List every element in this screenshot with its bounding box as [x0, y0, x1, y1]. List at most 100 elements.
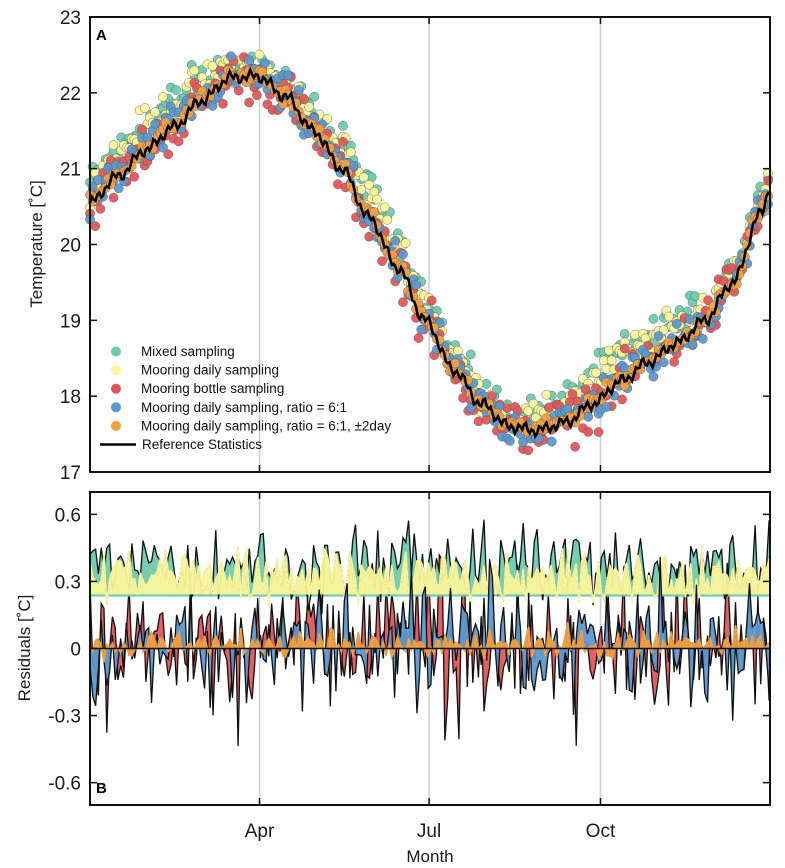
panel-a-y-ticks: 17 18 19 20 21 22 23 [60, 8, 770, 484]
scatter-point [293, 85, 304, 95]
legend-marker [111, 365, 121, 376]
scatter-point [619, 329, 630, 339]
legend-entry-5: Reference Statistics [100, 437, 262, 452]
residual-outline-3 [90, 556, 770, 721]
scatter-point [398, 297, 408, 308]
scatter-point [648, 314, 659, 324]
scatter-point [669, 357, 680, 367]
scatter-point [309, 91, 320, 102]
scatter-point [338, 121, 348, 131]
panel-b-x-axis-label: Month [406, 847, 453, 866]
scatter-point [426, 295, 437, 306]
panel-b-xtick-label: Apr [245, 821, 275, 842]
residual-line-4 [90, 622, 770, 663]
scatter-point [698, 334, 708, 344]
scatter-point [659, 357, 669, 368]
legend-entry-2: Mooring bottle sampling [111, 381, 284, 396]
legend-entry-0: Mixed sampling [111, 344, 235, 359]
scatter-point [593, 427, 604, 437]
scatter-point [359, 172, 369, 183]
scatter-point [338, 136, 348, 147]
panel-b-ytick-label: 0 [70, 640, 81, 661]
scatter-point [523, 406, 534, 416]
scatter-point [398, 249, 408, 260]
scatter-point [583, 427, 594, 437]
legend-label: Mooring bottle sampling [141, 381, 284, 396]
scatter-point [570, 441, 580, 452]
scatter-point [108, 192, 119, 203]
scatter-point [158, 92, 168, 102]
scatter-point [189, 65, 200, 76]
scatter-point [137, 124, 147, 135]
scatter-point [619, 343, 630, 354]
scatter-point [95, 204, 106, 214]
residual-area-1 [90, 545, 770, 607]
panel-a-legend: Mixed sampling Mooring daily sampling Moor… [100, 344, 391, 452]
scatter-point [173, 136, 184, 147]
scatter-point [372, 194, 382, 205]
scatter-point [606, 355, 617, 366]
scatter-point [163, 149, 173, 160]
scatter-point [129, 171, 140, 182]
scatter-point [113, 183, 124, 194]
panel-a-ytick-label: 18 [60, 387, 81, 408]
legend-marker [111, 402, 121, 413]
panel-a-y-axis-label: Temperature [˚C] [27, 180, 46, 308]
panel-b-y-axis-label: Residuals [˚C] [15, 595, 34, 702]
panel-b-ytick-label: 0.3 [55, 572, 81, 593]
scatter-point [601, 402, 612, 412]
panel-b-ytick-label: 0.6 [55, 505, 81, 526]
legend-marker [111, 383, 121, 394]
scatter-point [452, 345, 463, 356]
scatter-point [345, 147, 356, 158]
panel-a-ytick-label: 19 [60, 311, 81, 332]
scatter-point [364, 179, 374, 190]
legend-label: Mooring daily sampling, ratio = 6:1, ±2d… [141, 418, 391, 433]
scatter-point [411, 280, 421, 290]
scatter-point [591, 367, 601, 378]
scatter-point [523, 445, 534, 456]
scatter-point [473, 416, 484, 427]
scatter-point [150, 107, 160, 117]
scatter-point [207, 61, 218, 71]
legend-entry-1: Mooring daily sampling [111, 363, 279, 378]
scatter-point [400, 238, 411, 248]
legend-entry-4: Mooring daily sampling, ratio = 6:1, ±2d… [111, 418, 391, 433]
panel-a-ytick-label: 23 [60, 8, 81, 29]
scatter-point [617, 394, 627, 405]
scatter-point [254, 49, 265, 60]
reference-statistics-line [88, 66, 771, 440]
legend-marker [111, 346, 121, 357]
scatter-point [672, 319, 682, 329]
scatter-point [171, 85, 181, 95]
panel-a-ytick-label: 22 [60, 84, 81, 105]
scatter-point [546, 436, 557, 447]
scatter-point [108, 140, 119, 150]
panel-b-ytick-label: -0.3 [48, 707, 81, 728]
panel-a: 17 18 19 20 21 22 23 A Temperature [˚C] Mixed … [27, 8, 773, 484]
scatter-point [377, 256, 387, 266]
panel-b-xtick-label: Oct [586, 821, 616, 842]
scatter-point [244, 55, 254, 66]
residual-line-1 [90, 545, 770, 607]
scatter-point [648, 371, 659, 382]
scatter-point [541, 389, 552, 400]
scatter-point [390, 235, 401, 246]
panel-b-y-ticks: 0.6 0.3 0 -0.3 -0.6 [48, 505, 770, 795]
legend-marker [111, 420, 121, 431]
panel-a-letter: A [96, 27, 107, 44]
panel-b-x-ticks: Apr Jul Oct [245, 492, 616, 842]
scatter-point [465, 349, 476, 360]
panel-b: 0.6 0.3 0 -0.3 -0.6 Apr Jul Oct B Residuals [˚… [15, 491, 771, 866]
panel-b-residual-series [90, 519, 770, 747]
panel-a-ytick-label: 21 [60, 160, 81, 181]
scatter-point [283, 70, 294, 81]
scatter-point [244, 97, 254, 108]
legend-label: Mixed sampling [141, 344, 235, 359]
scatter-point [150, 119, 160, 129]
legend-label: Mooring daily sampling [141, 363, 279, 378]
scatter-point [690, 291, 700, 301]
scatter-point [218, 99, 228, 109]
legend-label: Reference Statistics [142, 437, 262, 452]
